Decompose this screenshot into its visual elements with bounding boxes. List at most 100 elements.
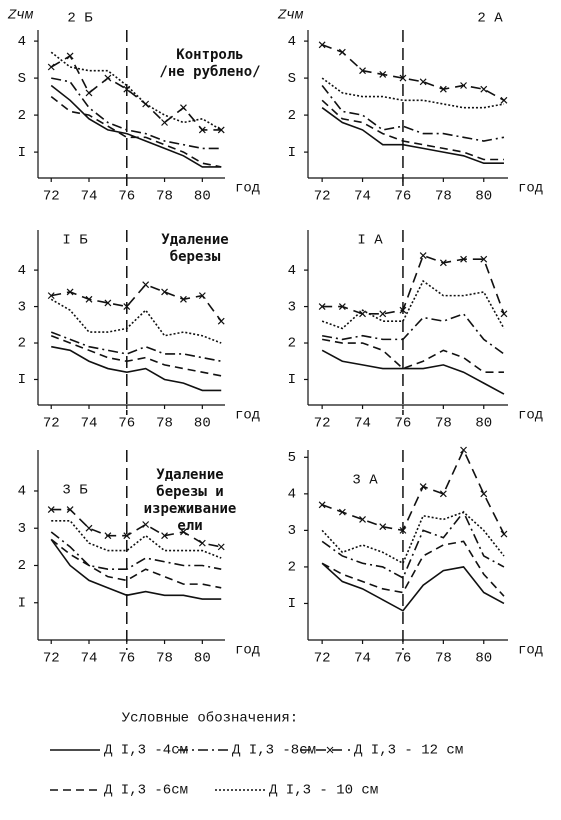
series-line — [321, 338, 504, 373]
y-tick-label: 2 — [18, 558, 26, 574]
cross-marker — [480, 490, 488, 498]
legend-title: Условные обозначения: — [122, 710, 298, 727]
cross-marker — [419, 252, 427, 259]
y-tick-label: 4 — [288, 263, 296, 279]
cross-marker — [104, 74, 112, 82]
x-tick-label: 76 — [395, 651, 412, 667]
cross-marker — [318, 41, 326, 49]
cross-marker — [123, 532, 131, 540]
cross-marker — [439, 259, 447, 267]
annotation: ели — [177, 518, 202, 534]
series-line — [321, 85, 505, 142]
x-tick-label: 80 — [194, 189, 211, 205]
cross-marker — [439, 490, 447, 498]
legend-label: Д I,3 -8см — [232, 743, 316, 759]
legend-label: Д I,3 - 10 см — [269, 783, 378, 799]
x-tick-label: 78 — [156, 416, 173, 432]
cross-marker — [85, 295, 93, 303]
x-axis-label: год — [235, 643, 260, 659]
series-line — [321, 312, 505, 355]
series-line — [321, 448, 505, 535]
cross-marker — [142, 281, 150, 289]
series-line — [321, 44, 505, 102]
x-tick-label: 72 — [314, 416, 331, 432]
y-axis-label: Zчм — [277, 8, 304, 24]
x-tick-label: 72 — [43, 651, 60, 667]
x-tick-label: 80 — [475, 416, 492, 432]
cross-marker — [47, 506, 55, 514]
x-tick-label: 80 — [475, 189, 492, 205]
cross-marker — [161, 288, 168, 296]
chart-title: I Б — [62, 233, 88, 249]
series-line — [321, 510, 505, 580]
y-tick-label: 4 — [18, 34, 26, 50]
y-tick-label: 2 — [288, 560, 296, 576]
x-tick-label: 74 — [81, 651, 98, 667]
cross-marker — [419, 483, 427, 490]
cross-marker — [66, 288, 74, 296]
y-tick-label: 3 — [18, 299, 26, 315]
cross-marker — [359, 515, 366, 523]
series-line — [50, 95, 222, 168]
cross-marker — [379, 310, 387, 318]
y-tick-label: 2 — [288, 108, 296, 124]
cross-marker — [318, 501, 326, 509]
cross-marker — [359, 67, 366, 75]
y-tick-label: I — [288, 596, 296, 612]
cross-marker — [338, 48, 346, 56]
cross-marker — [104, 532, 112, 540]
y-tick-label: 3 — [18, 521, 26, 537]
chart-title: I А — [357, 233, 383, 249]
series-line — [50, 51, 222, 131]
x-axis-label: год — [235, 181, 260, 197]
series-line — [50, 54, 222, 131]
y-tick-label: 5 — [288, 450, 296, 466]
series-line — [321, 279, 505, 330]
cross-marker — [480, 85, 488, 93]
cross-marker — [85, 89, 93, 97]
y-tick-label: 2 — [18, 336, 26, 352]
y-tick-label: 2 — [18, 108, 26, 124]
cross-marker — [379, 70, 387, 78]
cross-marker — [198, 126, 206, 134]
series-line — [321, 562, 505, 612]
x-tick-label: 80 — [194, 416, 211, 432]
cross-marker — [217, 317, 225, 325]
cross-marker — [198, 539, 206, 547]
cross-marker — [500, 530, 508, 538]
cross-marker — [123, 303, 131, 310]
annotation: Контроль — [176, 47, 243, 63]
cross-marker — [460, 82, 467, 89]
cross-marker — [217, 543, 225, 551]
cross-marker — [419, 78, 427, 86]
x-tick-label: 78 — [435, 416, 452, 432]
y-tick-label: 3 — [288, 299, 296, 315]
x-axis-label: год — [235, 408, 260, 424]
cross-marker — [338, 508, 346, 516]
x-tick-label: 78 — [156, 651, 173, 667]
annotation: изреживание — [144, 501, 237, 517]
series-line — [321, 511, 505, 565]
y-tick-label: 3 — [288, 523, 296, 539]
legend-cross — [326, 746, 334, 754]
series-line — [321, 107, 504, 164]
series-line — [50, 538, 222, 589]
x-tick-label: 76 — [118, 416, 135, 432]
series-line — [321, 349, 505, 395]
cross-marker — [399, 74, 407, 82]
cross-marker — [161, 119, 168, 126]
cross-marker — [379, 523, 387, 531]
cross-marker — [161, 532, 168, 540]
cross-marker — [180, 295, 187, 303]
annotation: березы — [170, 249, 221, 265]
y-tick-label: 2 — [288, 336, 296, 352]
cross-marker — [66, 506, 74, 514]
x-tick-label: 80 — [194, 651, 211, 667]
legend-label: Д I,3 - 12 см — [354, 743, 463, 759]
cross-marker — [460, 255, 467, 263]
series-line — [51, 283, 222, 322]
cross-marker — [104, 299, 112, 307]
series-line — [321, 540, 505, 597]
x-tick-label: 78 — [156, 189, 173, 205]
